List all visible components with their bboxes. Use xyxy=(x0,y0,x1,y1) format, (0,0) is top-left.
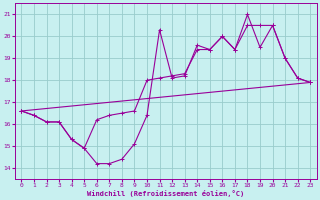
X-axis label: Windchill (Refroidissement éolien,°C): Windchill (Refroidissement éolien,°C) xyxy=(87,190,244,197)
